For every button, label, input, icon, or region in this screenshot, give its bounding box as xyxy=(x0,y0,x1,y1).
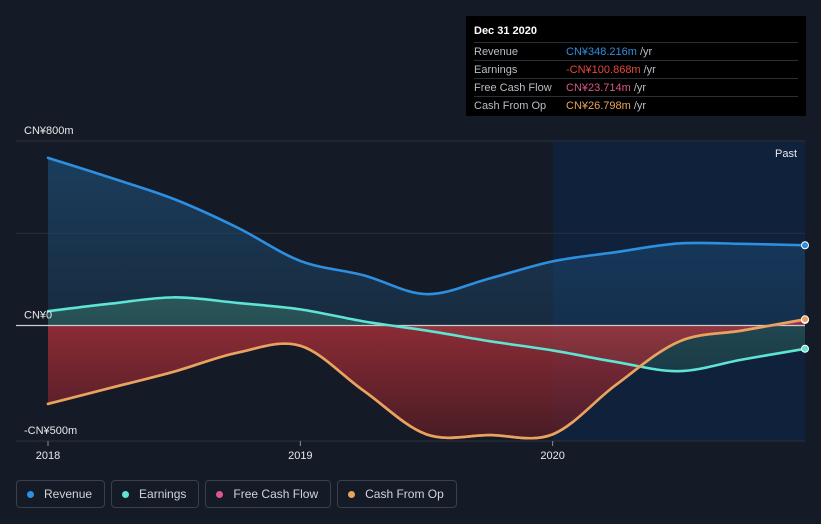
legend-dot-icon xyxy=(348,490,356,498)
tooltip-row-unit: /yr xyxy=(633,81,647,94)
dot-earnings xyxy=(801,344,809,353)
area-revenue xyxy=(48,157,805,326)
legend-item-free-cash-flow[interactable]: Free Cash Flow xyxy=(205,480,332,508)
tooltip-row-unit: /yr xyxy=(643,63,656,76)
legend-item-revenue[interactable]: Revenue xyxy=(16,480,106,508)
past-label: Past xyxy=(775,148,797,160)
tooltip-row-value: -CN¥100.868m xyxy=(566,63,641,76)
legend-label: Free Cash Flow xyxy=(233,487,319,501)
tooltip-row-value: CN¥26.798m xyxy=(566,99,631,112)
tooltip-row-label: Revenue xyxy=(474,45,519,58)
series-lines xyxy=(46,156,807,440)
tooltip-row-unit: /yr xyxy=(633,99,647,112)
tooltip-row-label: Cash From Op xyxy=(474,99,547,112)
legend-item-cash-from-op[interactable]: Cash From Op xyxy=(337,480,457,508)
legend-label: Cash From Op xyxy=(365,487,444,501)
tooltip-row: Free Cash Flow CN¥23.714m/yr xyxy=(474,78,798,96)
legend-dot-icon xyxy=(122,490,130,498)
line-earnings xyxy=(46,296,807,373)
y-tick-label: CN¥0 xyxy=(24,310,52,322)
y-axis-labels: CN¥800m CN¥0 -CN¥500m xyxy=(24,125,77,437)
x-axis-labels: 2018 2019 2020 xyxy=(36,441,565,462)
legend-label: Earnings xyxy=(139,487,187,501)
dot-revenue xyxy=(801,241,809,250)
tooltip-row-label: Free Cash Flow xyxy=(474,81,552,94)
legend-dot-icon xyxy=(216,490,224,498)
tooltip-row: Cash From Op CN¥26.798m/yr xyxy=(474,96,798,114)
tooltip-row-label: Earnings xyxy=(474,63,518,76)
tooltip-row: Revenue CN¥348.216m/yr xyxy=(474,42,798,60)
y-tick-label: CN¥800m xyxy=(24,125,74,137)
x-tick-label: 2019 xyxy=(288,450,312,462)
area-cash-from-op xyxy=(48,319,805,439)
x-tick-label: 2018 xyxy=(36,450,60,462)
tooltip-row-unit: /yr xyxy=(639,45,653,58)
tooltip-row: Earnings -CN¥100.868m/yr xyxy=(474,60,798,78)
series-end-dots xyxy=(801,241,809,353)
tooltip-date: Dec 31 2020 xyxy=(474,25,537,37)
line-cash-from-op xyxy=(46,317,807,440)
area-fills xyxy=(16,157,805,439)
legend-dot-icon xyxy=(27,490,34,498)
y-tick-label: -CN¥500m xyxy=(24,425,77,437)
dot-cash-from-op xyxy=(801,315,809,324)
x-tick-label: 2020 xyxy=(540,450,564,462)
legend-label: Revenue xyxy=(44,487,93,501)
tooltip-row-value: CN¥23.714m xyxy=(566,81,631,94)
legend: Revenue Earnings Free Cash Flow Cash From O… xyxy=(16,480,457,508)
tooltip-row-value: CN¥348.216m xyxy=(566,45,637,58)
tooltip: Dec 31 2020 Revenue CN¥348.216m/yr Earning… xyxy=(466,16,806,116)
legend-item-earnings[interactable]: Earnings xyxy=(111,480,200,508)
line-revenue xyxy=(46,156,807,296)
